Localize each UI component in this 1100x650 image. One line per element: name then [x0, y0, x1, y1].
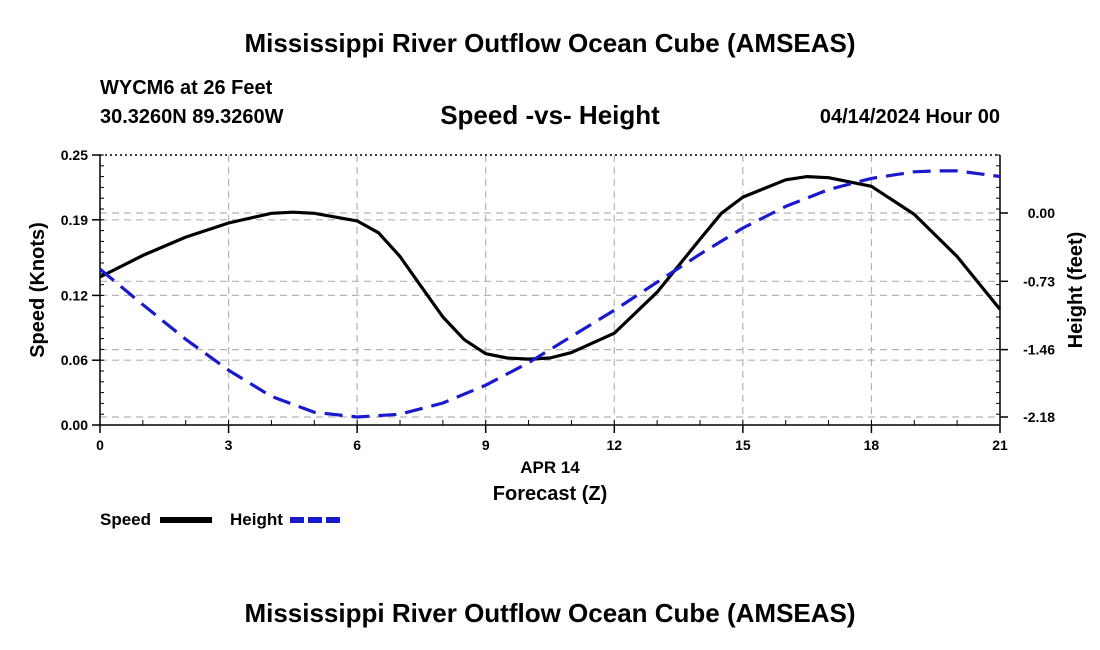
y2-axis-label: Height (feet) — [1065, 232, 1087, 349]
x-tick-label: 18 — [864, 437, 880, 453]
x-date-label: APR 14 — [520, 458, 580, 477]
series-line-speed — [99, 175, 1002, 361]
x-axis-label: Forecast (Z) — [493, 483, 607, 505]
y-tick-label: 0.25 — [61, 147, 88, 163]
station-coordinates: 30.3260N 89.3260W — [100, 106, 284, 128]
chart-subtitle: Speed -vs- Height — [440, 100, 660, 130]
footer-title: Mississippi River Outflow Ocean Cube (AM… — [244, 598, 856, 628]
y2-tick-label: 0.00 — [1028, 205, 1055, 221]
y-axis-label: Speed (Knots) — [27, 222, 49, 358]
y-tick-label: 0.12 — [61, 287, 88, 303]
x-tick-label: 21 — [992, 437, 1008, 453]
station-label: WYCM6 at 26 Feet — [100, 77, 273, 99]
y-tick-label: 0.19 — [61, 212, 88, 228]
chart-title: Mississippi River Outflow Ocean Cube (AM… — [244, 28, 856, 58]
y2-tick-label: -2.18 — [1023, 409, 1055, 425]
legend-label-height: Height — [230, 510, 283, 529]
x-tick-label: 6 — [353, 437, 361, 453]
series-line-height — [98, 169, 1001, 419]
y-tick-label: 0.06 — [61, 352, 88, 368]
x-tick-label: 15 — [735, 437, 751, 453]
forecast-datetime: 04/14/2024 Hour 00 — [819, 106, 1000, 128]
x-tick-label: 3 — [225, 437, 233, 453]
legend-label-speed: Speed — [100, 510, 151, 529]
x-tick-label: 9 — [482, 437, 490, 453]
y2-tick-label: -0.73 — [1023, 273, 1055, 289]
y2-tick-label: -1.46 — [1023, 342, 1055, 358]
x-tick-label: 12 — [606, 437, 622, 453]
y-tick-label: 0.00 — [61, 417, 88, 433]
x-tick-label: 0 — [96, 437, 104, 453]
